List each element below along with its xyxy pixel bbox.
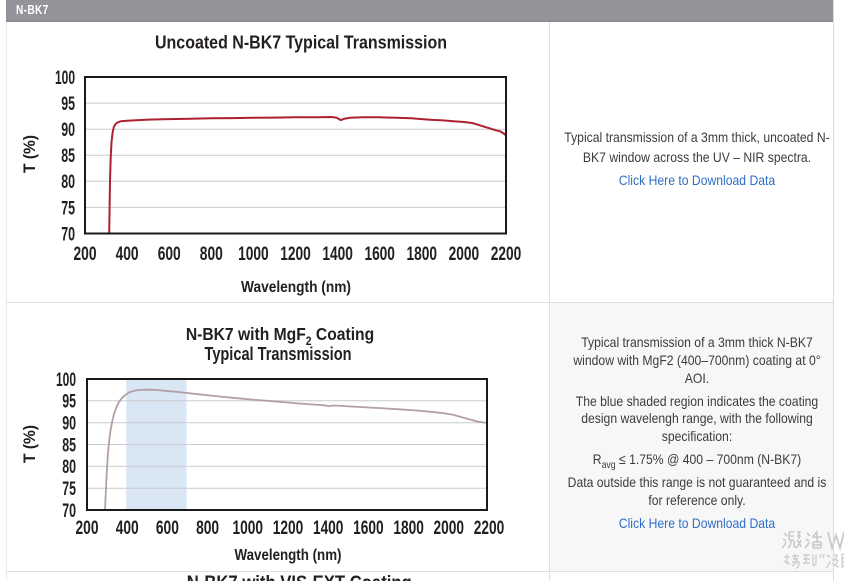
svg-text:100: 100 [55, 68, 75, 89]
svg-text:1600: 1600 [353, 518, 384, 539]
svg-text:Wavelength (nm): Wavelength (nm) [241, 279, 351, 296]
svg-text:70: 70 [62, 501, 76, 522]
svg-text:200: 200 [76, 518, 99, 539]
svg-text:1800: 1800 [407, 244, 438, 265]
svg-text:600: 600 [158, 244, 181, 265]
svg-text:600: 600 [156, 518, 179, 539]
svg-text:2200: 2200 [474, 518, 505, 539]
svg-text:1600: 1600 [364, 244, 395, 265]
svg-text:T (%): T (%) [20, 425, 39, 463]
svg-text:75: 75 [61, 198, 75, 219]
svg-text:1200: 1200 [280, 244, 311, 265]
svg-text:85: 85 [62, 435, 76, 456]
svg-text:200: 200 [74, 244, 97, 265]
svg-text:70: 70 [61, 224, 75, 245]
svg-text:85: 85 [61, 146, 75, 167]
svg-text:1800: 1800 [393, 518, 424, 539]
svg-text:80: 80 [62, 457, 76, 478]
svg-text:N-BK7 with MgF2 Coating: N-BK7 with MgF2 Coating [186, 324, 374, 348]
svg-text:1000: 1000 [238, 244, 269, 265]
svg-text:100: 100 [56, 370, 76, 391]
svg-text:90: 90 [61, 120, 75, 141]
svg-text:75: 75 [62, 479, 76, 500]
svg-text:90: 90 [62, 414, 76, 435]
svg-text:95: 95 [61, 94, 75, 115]
svg-text:Typical Transmission: Typical Transmission [205, 344, 352, 364]
svg-text:1400: 1400 [313, 518, 344, 539]
svg-text:400: 400 [116, 518, 139, 539]
svg-text:400: 400 [116, 244, 139, 265]
svg-text:800: 800 [196, 518, 219, 539]
svg-text:2000: 2000 [449, 244, 480, 265]
svg-text:Wavelength (nm): Wavelength (nm) [235, 547, 342, 564]
svg-text:800: 800 [200, 244, 223, 265]
svg-text:1000: 1000 [233, 518, 264, 539]
svg-text:1200: 1200 [273, 518, 304, 539]
svg-text:80: 80 [61, 172, 75, 193]
svg-text:T (%): T (%) [20, 135, 39, 173]
svg-text:2000: 2000 [434, 518, 465, 539]
svg-text:2200: 2200 [491, 244, 522, 265]
svg-text:95: 95 [62, 392, 76, 413]
svg-text:Uncoated N-BK7 Typical Transmi: Uncoated N-BK7 Typical Transmission [155, 33, 447, 53]
svg-text:1400: 1400 [322, 244, 353, 265]
